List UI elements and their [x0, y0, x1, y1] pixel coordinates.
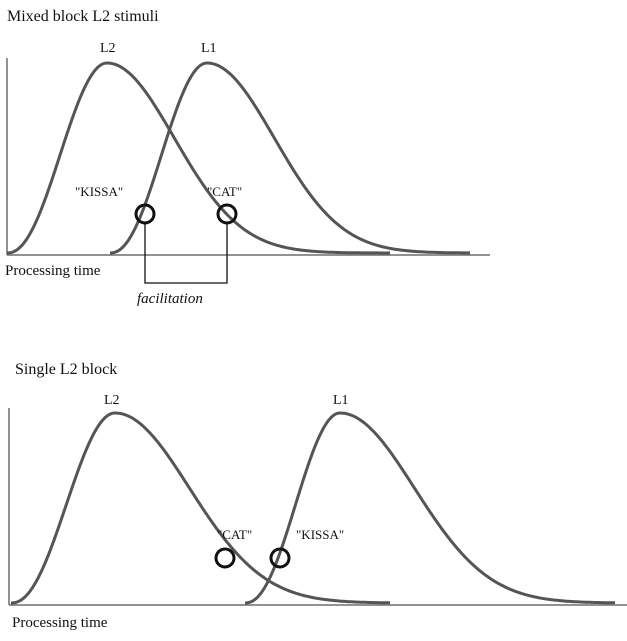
l2-curve-label: L2 [100, 41, 116, 56]
l1-curve-label: L1 [201, 41, 217, 56]
marker-label-cat: "CAT" [207, 184, 242, 199]
panel-title: Single L2 block [15, 361, 117, 378]
l1-curve [109, 61, 471, 255]
marker-circle-kissa [269, 547, 291, 569]
l2-curve [6, 61, 391, 255]
l2-curve-label: L2 [104, 393, 120, 408]
l1-curve [244, 411, 616, 605]
facilitation-label: facilitation [137, 291, 203, 307]
l2-curve [10, 411, 391, 605]
marker-label-cat: "CAT" [217, 527, 252, 542]
facilitation-bracket [144, 223, 228, 284]
panel-title: Mixed block L2 stimuli [7, 8, 159, 25]
x-axis-label: Processing time [12, 615, 108, 631]
marker-circle-cat [214, 547, 236, 569]
panel-single-block: Single L2 block L2 L1 "CAT" "KISSA" Proc… [8, 361, 627, 631]
marker-label-kissa: "KISSA" [296, 527, 344, 542]
panel-mixed-block: Mixed block L2 stimuli L2 L1 "KISSA" "CA… [5, 8, 490, 307]
l1-curve-label: L1 [333, 393, 349, 408]
marker-label-kissa: "KISSA" [75, 184, 123, 199]
x-axis-label: Processing time [5, 263, 101, 279]
